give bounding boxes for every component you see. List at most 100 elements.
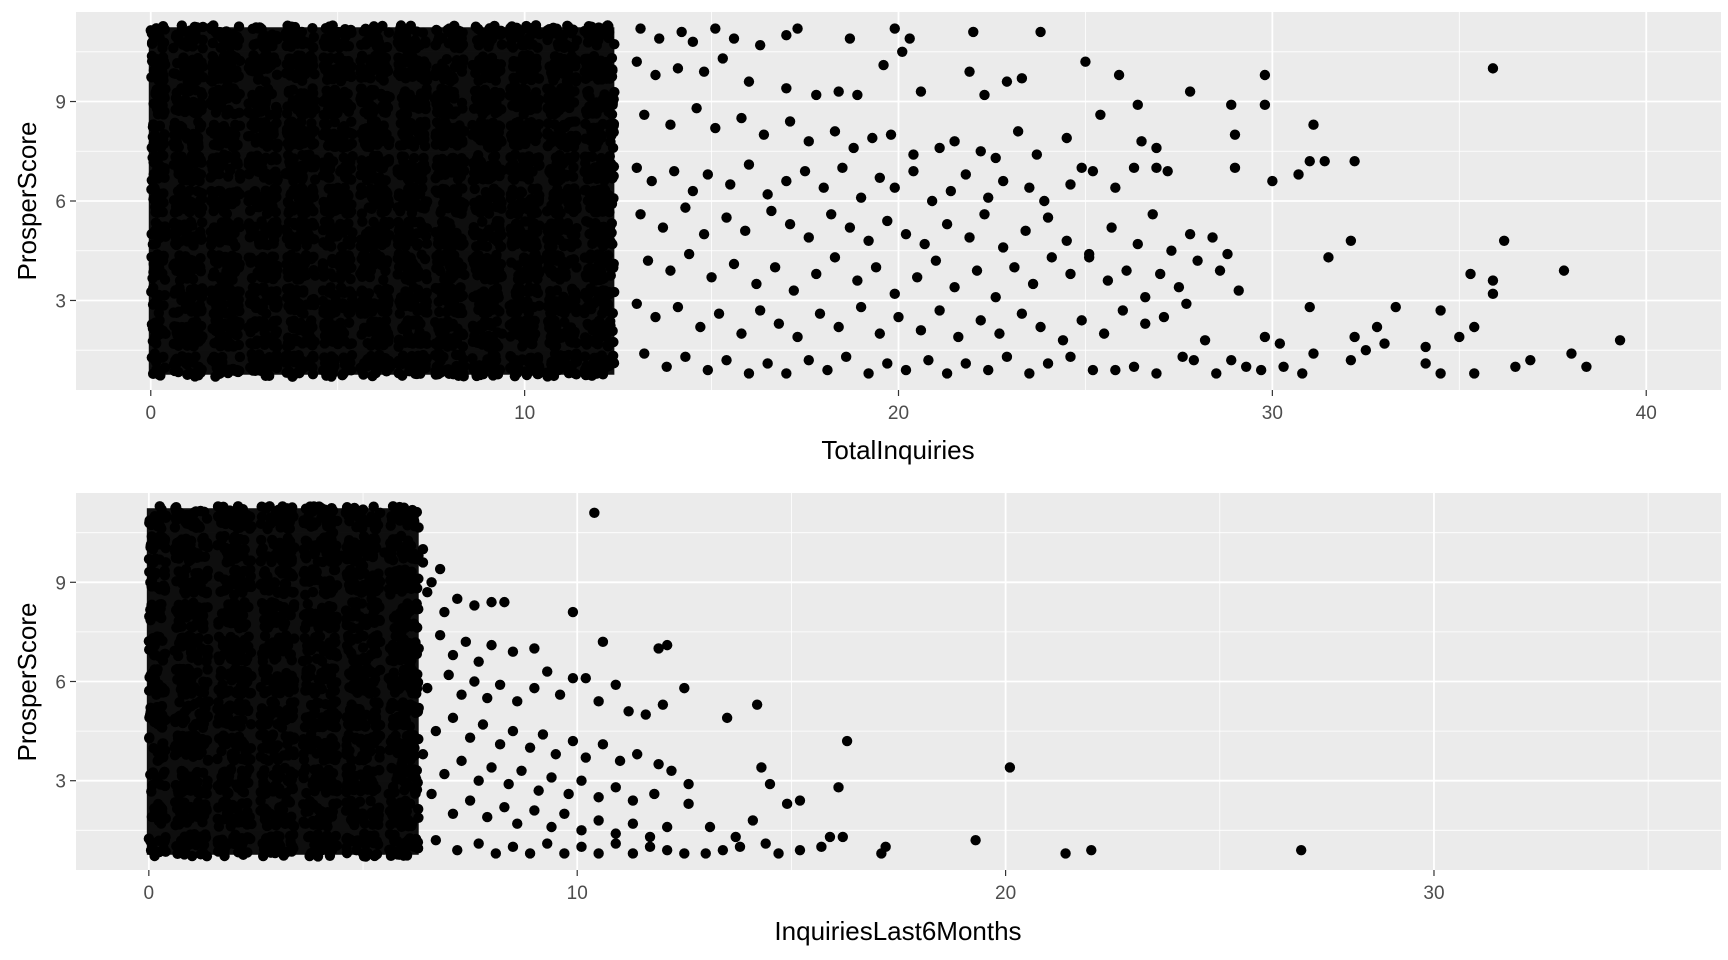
scatter-point (792, 331, 803, 343)
scatter-point (728, 33, 740, 44)
scatter-point (915, 86, 927, 97)
scatter-point (1039, 195, 1050, 207)
scatter-point (784, 116, 796, 127)
scatter-point (676, 26, 687, 38)
scatter-point (680, 202, 691, 213)
scatter-point (826, 209, 837, 220)
scatter-point (1076, 162, 1087, 174)
scatter-point (1469, 321, 1480, 333)
scatter-point (657, 222, 669, 233)
scatter-point (1121, 265, 1132, 276)
scatter-point (1151, 162, 1162, 174)
scatter-point (822, 364, 833, 376)
scatter-point (769, 262, 781, 273)
scatter-point (874, 328, 886, 339)
scatter-point (1128, 361, 1140, 372)
scatter-point (710, 23, 721, 34)
scatter-point (897, 46, 908, 57)
scatter-point (1012, 126, 1024, 137)
scatter-point (754, 305, 766, 316)
scatter-point (1080, 56, 1091, 67)
scatter-point (882, 358, 893, 369)
scatter-point (1274, 338, 1286, 349)
scatter-point (781, 175, 792, 187)
scatter-point (635, 209, 646, 220)
scatter-point (1222, 248, 1233, 260)
scatter-point (863, 235, 874, 246)
scatter-point (983, 192, 994, 203)
scatter-point (773, 318, 785, 329)
scatter-point (923, 354, 934, 366)
scatter-point (687, 36, 699, 48)
scatter-point (990, 291, 1001, 303)
scatter-point (1360, 345, 1372, 356)
scatter-point (1061, 235, 1072, 246)
scatter-point (1308, 348, 1319, 359)
scatter-point (1211, 368, 1222, 379)
scatter-point (1140, 318, 1151, 329)
scatter-point (1046, 252, 1057, 263)
x-tick-label: 20 (888, 403, 909, 424)
scatter-point (1173, 282, 1185, 293)
scatter-point (743, 368, 755, 379)
scatter-point (878, 59, 889, 71)
scatter-point (803, 354, 814, 366)
scatter-point (1147, 209, 1158, 220)
scatter-point (1255, 364, 1267, 376)
scatter-point (889, 182, 900, 193)
scatter-point (983, 364, 994, 376)
scatter-point (762, 189, 773, 200)
scatter-point (863, 368, 874, 379)
scatter-point (994, 328, 1005, 339)
x-tick-label: 30 (1262, 403, 1283, 424)
scatter-point (1035, 26, 1046, 38)
scatter-point (631, 162, 642, 174)
scatter-point (661, 361, 672, 372)
scatter-point (1188, 354, 1200, 366)
scatter-point (713, 308, 725, 319)
scatter-point (803, 136, 814, 147)
scatter-point (1469, 368, 1480, 379)
scatter-point (1454, 331, 1465, 343)
scatter-point (934, 142, 945, 154)
scatter-point (953, 331, 964, 343)
scatter-point (680, 351, 691, 363)
scatter-point (997, 242, 1009, 253)
scatter-point (1304, 301, 1315, 313)
scatter-point (1345, 235, 1357, 246)
scatter-point (743, 76, 755, 87)
scatter-point (844, 222, 856, 233)
scatter-point (930, 255, 942, 266)
scatter-point (1487, 63, 1499, 74)
scatter-point (900, 364, 912, 376)
scatter-point (949, 136, 960, 147)
scatter-point (1042, 358, 1054, 369)
scatter-point (833, 86, 844, 97)
scatter-point (639, 348, 650, 359)
scatter-point (949, 282, 960, 293)
scatter-point (915, 325, 927, 336)
scatter-point (702, 364, 714, 376)
scatter-point (698, 66, 710, 77)
scatter-point (736, 112, 747, 124)
scatter-point (1199, 335, 1211, 346)
scatter-point (997, 175, 1009, 187)
scatter-point (1192, 255, 1203, 266)
scatter-point (885, 129, 897, 140)
scatter-point (960, 169, 971, 180)
scatter-point (1076, 315, 1087, 326)
scatter-point (1259, 69, 1271, 81)
scatter-point (728, 258, 740, 270)
scatter-point (908, 149, 919, 160)
scatter-point (1181, 298, 1192, 309)
scatter-point (1184, 228, 1196, 240)
scatter-point (639, 109, 650, 120)
scatter-point (1140, 291, 1151, 303)
scatter-point (1136, 136, 1147, 147)
scatter-point (691, 102, 702, 114)
scatter-point (668, 165, 680, 177)
scatter-point (934, 305, 945, 316)
scatter-point (1020, 225, 1031, 237)
scatter-point (751, 278, 762, 290)
scatter-point (941, 368, 953, 379)
